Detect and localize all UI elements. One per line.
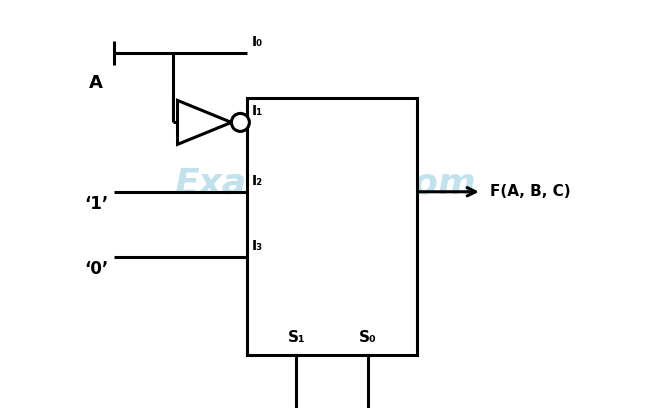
Text: I₃: I₃	[251, 239, 262, 253]
Text: A: A	[89, 74, 103, 92]
Text: S₁: S₁	[287, 330, 305, 345]
Text: I₀: I₀	[251, 35, 262, 49]
Text: S₀: S₀	[359, 330, 377, 345]
Text: ‘0’: ‘0’	[84, 260, 108, 278]
Text: F(A, B, C): F(A, B, C)	[490, 184, 570, 199]
Polygon shape	[178, 100, 231, 144]
Text: ‘1’: ‘1’	[84, 195, 108, 213]
Text: I₂: I₂	[251, 174, 262, 188]
Text: ExamSIDE.com: ExamSIDE.com	[174, 166, 477, 201]
Bar	[247, 98, 417, 355]
Text: I₁: I₁	[251, 104, 262, 118]
Circle shape	[231, 113, 249, 131]
